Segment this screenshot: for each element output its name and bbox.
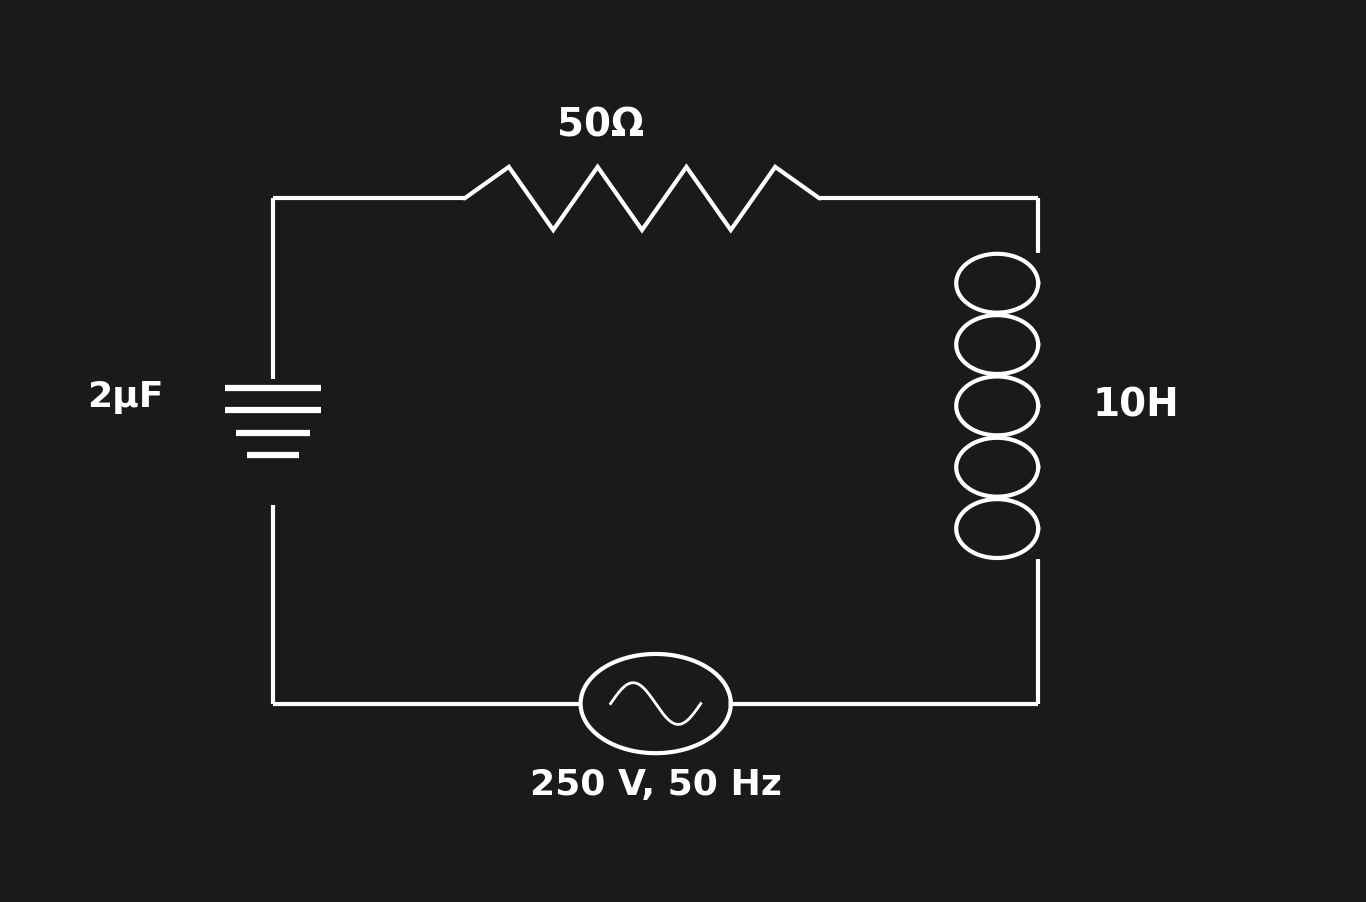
Text: 2μF: 2μF bbox=[87, 380, 164, 414]
Text: 10H: 10H bbox=[1093, 387, 1180, 425]
Text: 250 V, 50 Hz: 250 V, 50 Hz bbox=[530, 768, 781, 802]
Text: 50Ω: 50Ω bbox=[557, 106, 645, 144]
